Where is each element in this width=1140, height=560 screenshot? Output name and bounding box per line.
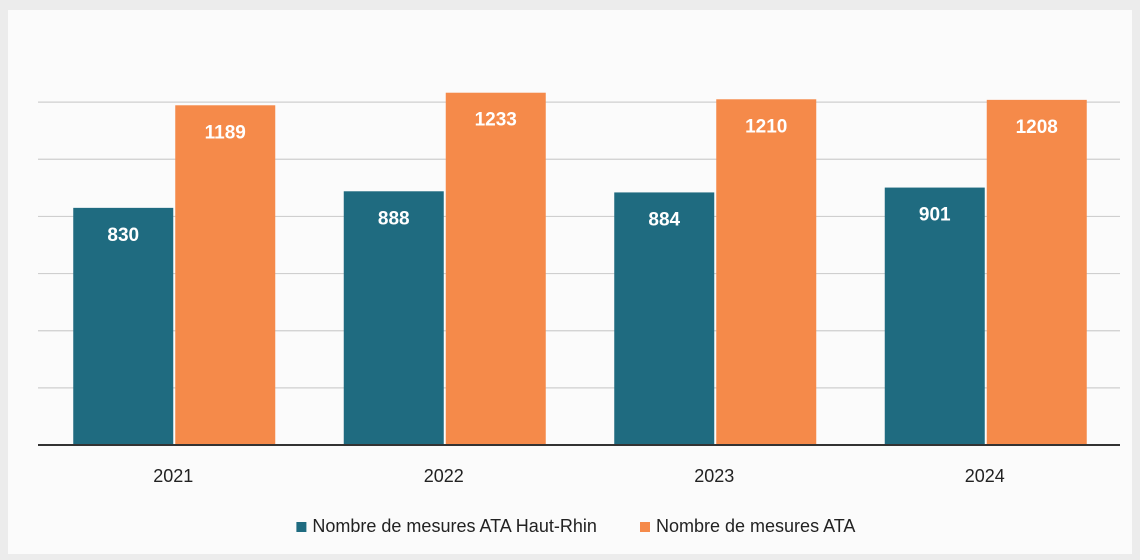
- x-tick-label: 2023: [694, 466, 734, 486]
- legend-label: Nombre de mesures ATA: [656, 516, 855, 536]
- value-label: 888: [378, 208, 410, 229]
- bar: [343, 191, 444, 445]
- value-label: 1233: [475, 110, 517, 131]
- value-label: 901: [919, 205, 951, 226]
- legend-label: Nombre de mesures ATA Haut-Rhin: [312, 516, 596, 536]
- legend-swatch: [296, 522, 307, 532]
- value-label: 884: [648, 209, 680, 230]
- value-label: 1210: [745, 116, 787, 137]
- x-tick-label: 2024: [965, 466, 1005, 486]
- x-tick-label: 2021: [153, 466, 193, 486]
- bar: [614, 192, 715, 445]
- x-tick-label: 2022: [424, 466, 464, 486]
- value-label: 1208: [1016, 117, 1058, 138]
- bar: [716, 99, 817, 446]
- value-label: 830: [107, 225, 139, 246]
- legend-swatch: [640, 522, 650, 532]
- bar: [73, 207, 174, 445]
- value-label: 1189: [205, 122, 246, 143]
- bar: [884, 187, 985, 446]
- bar: [175, 105, 276, 446]
- bar: [445, 92, 546, 445]
- bar: [986, 99, 1087, 445]
